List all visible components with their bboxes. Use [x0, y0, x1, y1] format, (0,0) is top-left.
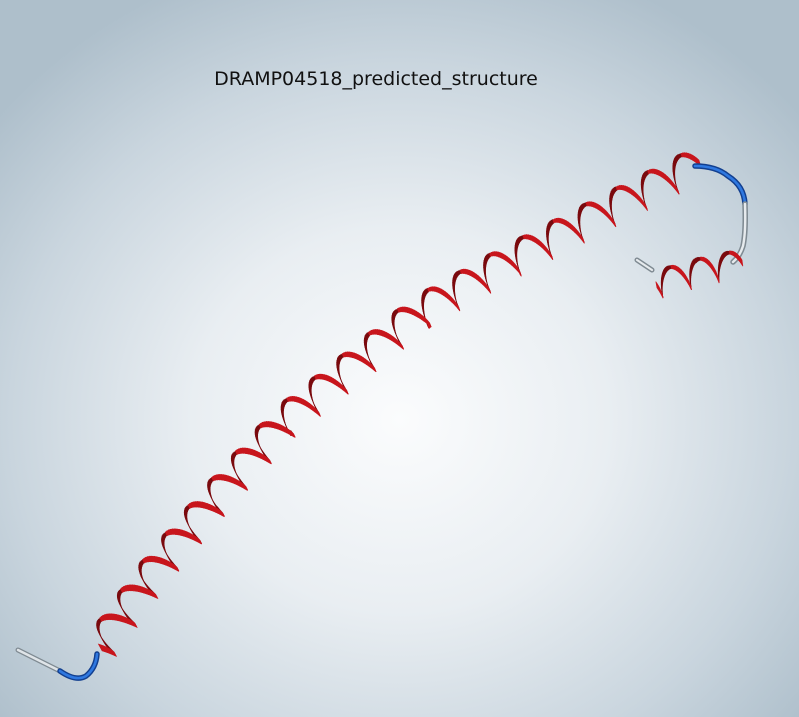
main-alpha-helix — [96, 152, 702, 657]
short-alpha-helix — [655, 250, 744, 299]
c-terminal-loop — [692, 163, 748, 265]
n-terminal-coil — [15, 647, 100, 681]
c-terminal-coil — [634, 257, 655, 273]
structure-title: DRAMP04518_predicted_structure — [214, 68, 538, 90]
